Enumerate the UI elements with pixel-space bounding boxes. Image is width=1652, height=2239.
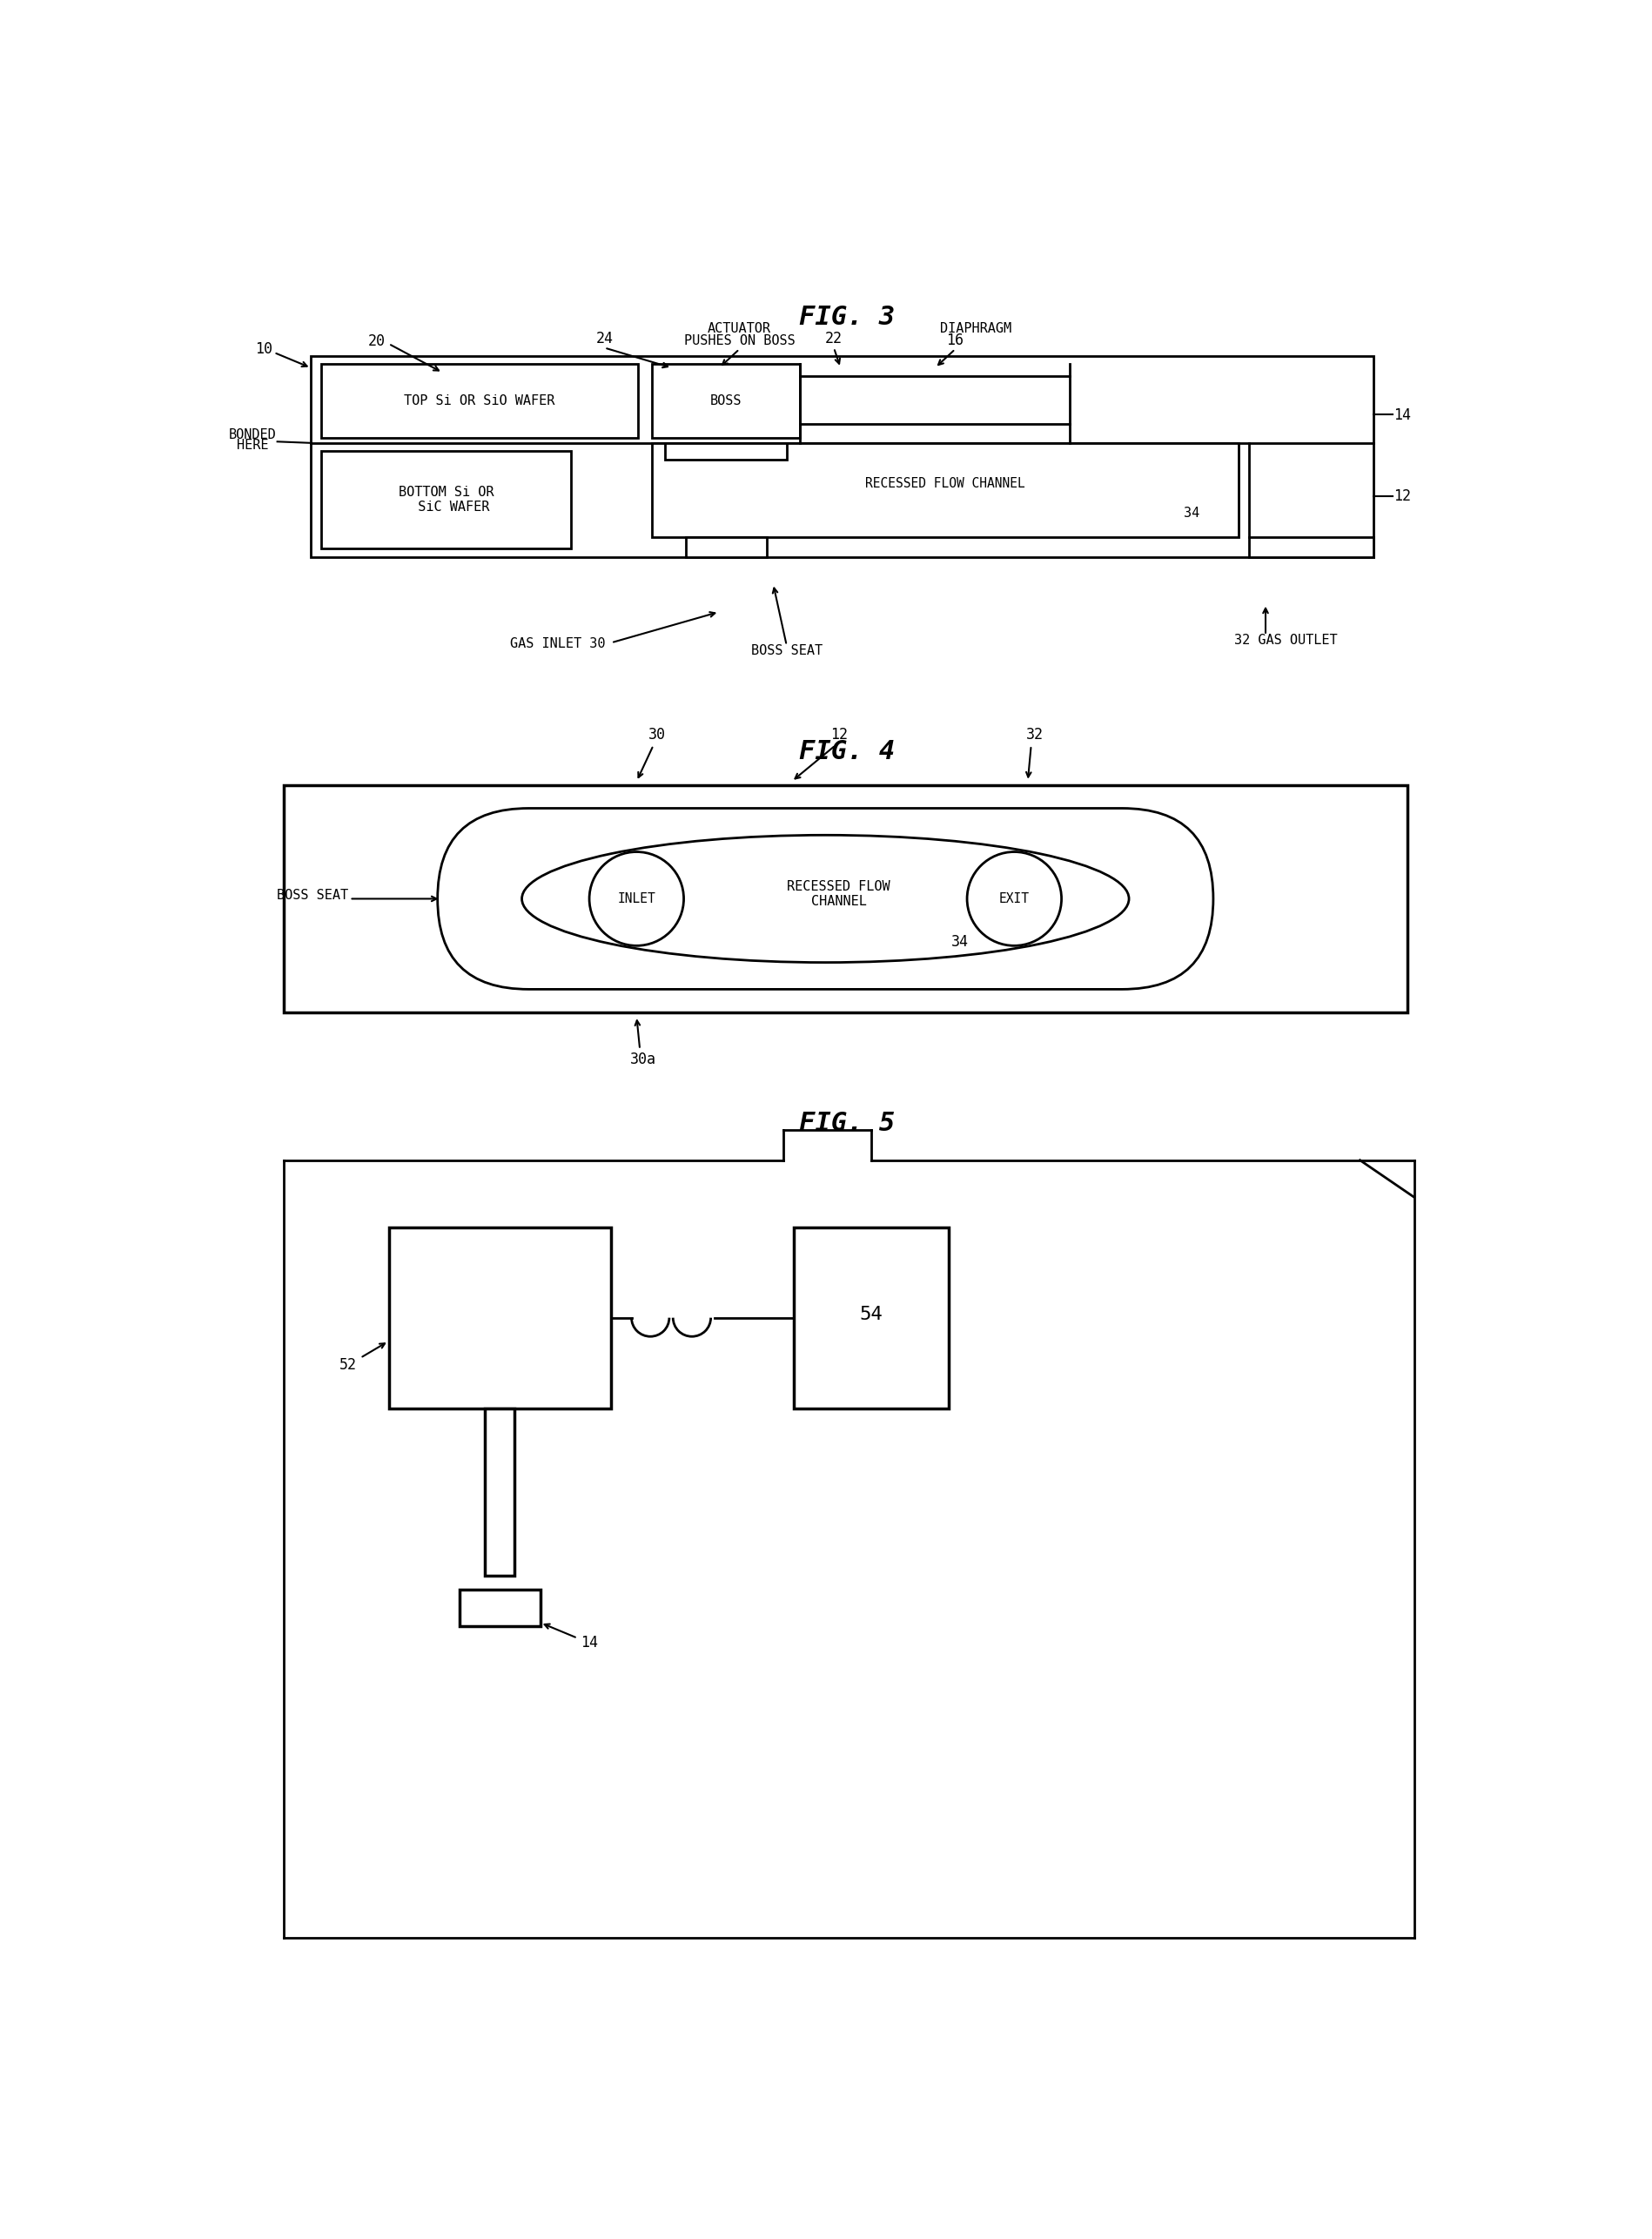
Bar <box>320 365 638 437</box>
Bar <box>320 450 570 549</box>
Text: 52: 52 <box>339 1357 357 1373</box>
Text: INLET: INLET <box>618 891 656 905</box>
Text: 12: 12 <box>1394 488 1411 504</box>
Text: HERE: HERE <box>236 439 268 452</box>
Text: BOSS SEAT: BOSS SEAT <box>752 645 823 658</box>
Text: 30: 30 <box>648 728 666 743</box>
Text: 34: 34 <box>952 934 970 949</box>
Bar <box>1249 537 1373 558</box>
Bar <box>651 365 800 437</box>
Text: 30a: 30a <box>629 1052 656 1068</box>
Text: PUSHES ON BOSS: PUSHES ON BOSS <box>684 334 795 347</box>
Bar <box>311 356 1373 558</box>
Text: 34: 34 <box>1183 506 1199 519</box>
Text: DIAPHRAGM: DIAPHRAGM <box>940 322 1011 336</box>
Circle shape <box>966 851 1062 945</box>
Bar <box>388 1227 611 1408</box>
Text: 24: 24 <box>596 331 613 347</box>
Text: BOTTOM Si OR
  SiC WAFER: BOTTOM Si OR SiC WAFER <box>398 486 494 513</box>
Text: BOSS SEAT: BOSS SEAT <box>276 889 349 902</box>
Text: BOSS: BOSS <box>710 394 742 407</box>
FancyBboxPatch shape <box>438 808 1213 990</box>
Text: 16: 16 <box>947 334 965 349</box>
Circle shape <box>590 851 684 945</box>
Text: EXIT: EXIT <box>999 891 1029 905</box>
Bar <box>686 443 767 484</box>
Text: FIG. 4: FIG. 4 <box>798 739 895 763</box>
Text: BONDED: BONDED <box>228 428 276 441</box>
Text: 20: 20 <box>368 334 387 349</box>
Text: 14: 14 <box>582 1634 598 1650</box>
Text: RECESSED FLOW CHANNEL: RECESSED FLOW CHANNEL <box>866 477 1026 490</box>
Text: FIG. 3: FIG. 3 <box>798 305 895 329</box>
Text: GAS INLET 30: GAS INLET 30 <box>509 638 605 652</box>
Bar <box>793 1227 948 1408</box>
Text: 32 GAS OUTLET: 32 GAS OUTLET <box>1234 634 1338 647</box>
Text: 32: 32 <box>1026 728 1042 743</box>
Bar <box>284 786 1408 1012</box>
Text: FIG. 5: FIG. 5 <box>798 1111 895 1135</box>
Bar <box>459 1590 540 1626</box>
Bar <box>486 1408 515 1576</box>
Bar <box>666 443 786 459</box>
Text: 14: 14 <box>1394 407 1411 423</box>
Text: 10: 10 <box>254 340 273 356</box>
Text: ACTUATOR: ACTUATOR <box>707 322 771 336</box>
Ellipse shape <box>522 835 1128 963</box>
Text: 54: 54 <box>859 1305 882 1323</box>
Text: 22: 22 <box>824 331 843 347</box>
Text: RECESSED FLOW: RECESSED FLOW <box>788 880 890 893</box>
Bar <box>686 537 767 558</box>
Bar <box>651 443 1239 537</box>
Text: TOP Si OR SiO WAFER: TOP Si OR SiO WAFER <box>405 394 555 407</box>
Text: 12: 12 <box>831 728 847 743</box>
Text: CHANNEL: CHANNEL <box>811 896 867 909</box>
